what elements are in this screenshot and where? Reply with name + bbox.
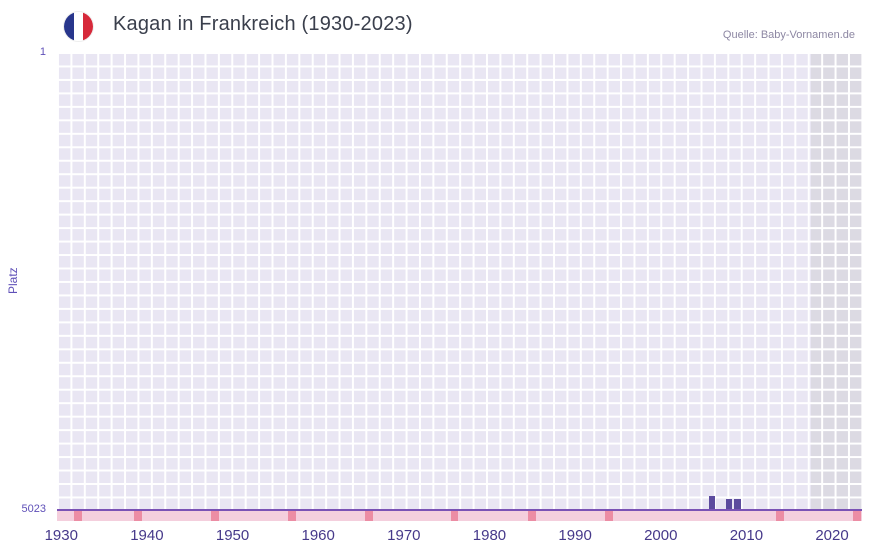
bar-2009: [734, 498, 741, 510]
strip-marker-1985: [528, 511, 536, 521]
x-tick-1930: 1930: [44, 527, 78, 544]
strip-marker-1948: [211, 511, 219, 521]
x-tick-1940: 1940: [130, 527, 164, 544]
strip-marker-2023: [853, 511, 861, 521]
bottom-strip: [57, 511, 862, 521]
x-tick-1980: 1980: [472, 527, 507, 544]
x-tick-2020: 2020: [815, 527, 849, 544]
source-credit: Quelle: Baby-Vornamen.de: [722, 29, 855, 41]
strip-marker-1976: [450, 511, 459, 521]
y-tick-top: 1: [39, 46, 46, 58]
strip-marker-1957: [288, 511, 296, 521]
x-tick-1960: 1960: [301, 527, 335, 544]
x-tick-1970: 1970: [387, 527, 421, 544]
x-tick-1950: 1950: [215, 527, 250, 544]
strip-marker-1994: [605, 511, 613, 521]
bar-2008: [725, 498, 733, 510]
bar-2006: [708, 496, 716, 510]
grid-overlay: [57, 52, 862, 510]
strip-marker-1932: [74, 511, 82, 521]
x-tick-1990: 1990: [558, 527, 592, 544]
x-tick-2010: 2010: [729, 527, 764, 544]
strip-marker-2014: [776, 511, 784, 521]
x-tick-2000: 2000: [644, 527, 678, 544]
france-flag-icon: [64, 12, 93, 41]
bars-layer: [57, 52, 862, 510]
strip-marker-1966: [365, 511, 373, 521]
strip-marker-1939: [134, 511, 142, 521]
plot-area: 1930 1940 1950 1960 1970 1980 1990 2000 2010 2020: [45, 52, 862, 544]
x-ticks-layer: 1930 1940 1950 1960 1970 1980 1990 2000 2010 2020: [45, 52, 862, 544]
y-tick-bottom: 5023: [21, 503, 46, 515]
chart-title: Kagan in Frankreich (1930-2023): [113, 13, 413, 35]
x-axis-line: [57, 509, 862, 511]
y-axis-label: Platz: [6, 267, 20, 294]
